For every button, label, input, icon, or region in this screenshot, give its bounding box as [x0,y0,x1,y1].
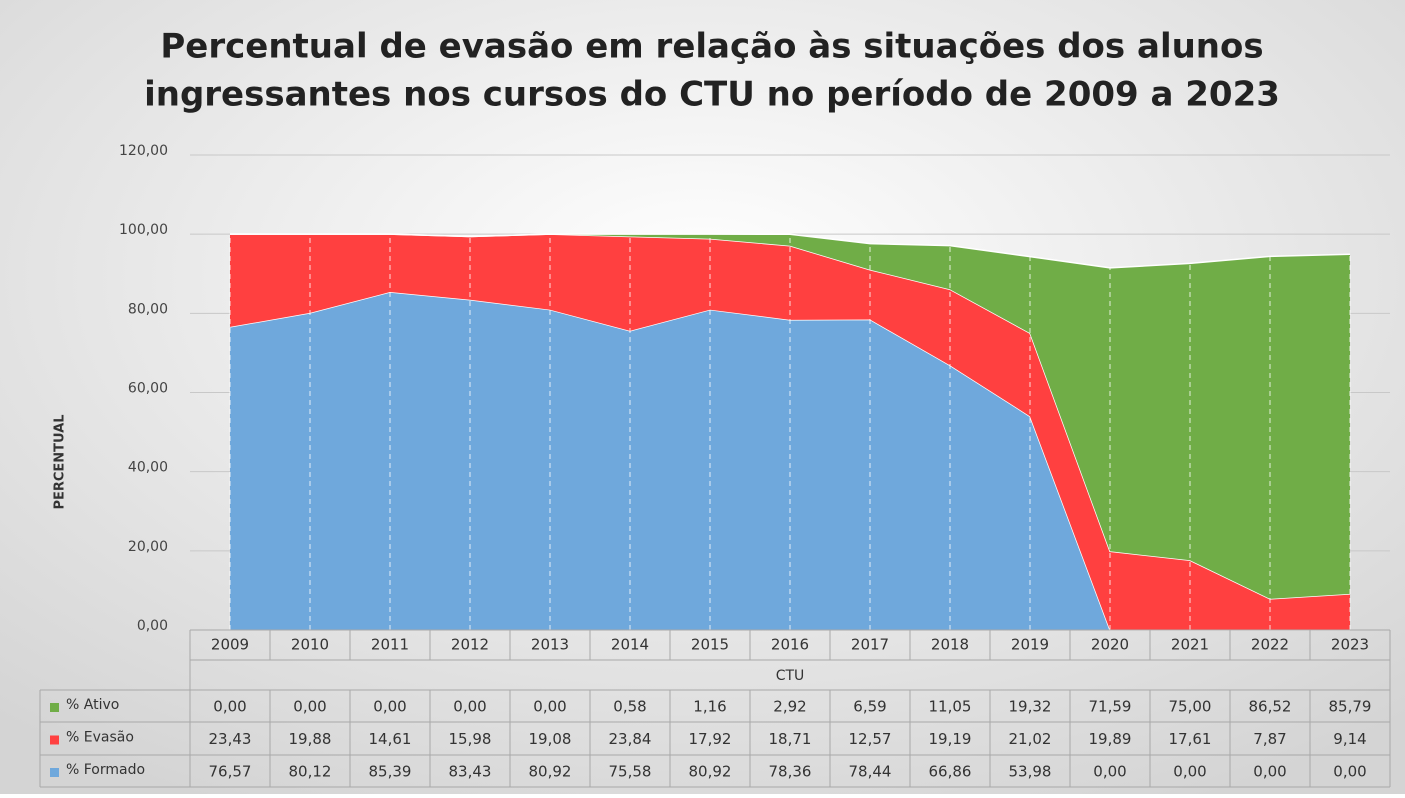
table-value: 0,00 [453,698,486,716]
table-value: 78,36 [769,763,812,781]
x-tick-label: 2013 [531,636,569,654]
x-axis-label: CTU [776,668,805,684]
table-value: 18,71 [769,730,812,748]
chart-title: ingressantes nos cursos do CTU no períod… [144,75,1280,115]
legend-label: % Evasão [66,730,134,746]
x-tick-label: 2020 [1091,636,1129,654]
table-value: 6,59 [853,698,886,716]
table-value: 85,39 [369,763,412,781]
x-tick-label: 2010 [291,636,329,654]
legend-swatch [50,703,59,712]
legend-swatch [50,768,59,777]
table-value: 0,00 [1173,763,1206,781]
y-axis-label: PERCENTUAL [53,414,68,509]
x-tick-label: 2012 [451,636,489,654]
table-value: 19,89 [1089,730,1132,748]
table-value: 0,00 [213,698,246,716]
table-value: 17,92 [689,730,732,748]
table-value: 66,86 [929,763,972,781]
y-tick-label: 80,00 [128,301,168,317]
x-tick-label: 2019 [1011,636,1049,654]
table-value: 53,98 [1009,763,1052,781]
table-value: 0,00 [373,698,406,716]
x-tick-label: 2021 [1171,636,1209,654]
table-value: 86,52 [1249,698,1292,716]
table-value: 17,61 [1169,730,1212,748]
table-value: 85,79 [1329,698,1372,716]
x-tick-label: 2015 [691,636,729,654]
table-value: 71,59 [1089,698,1132,716]
area-edge [230,233,1351,269]
table-value: 14,61 [369,730,412,748]
table-value: 19,19 [929,730,972,748]
table-value: 0,00 [1093,763,1126,781]
legend-label: % Ativo [66,697,119,713]
x-tick-label: 2014 [611,636,649,654]
table-value: 23,43 [209,730,252,748]
chart-title: Percentual de evasão em relação às situa… [160,27,1263,67]
table-value: 0,58 [613,698,646,716]
x-tick-label: 2018 [931,636,969,654]
table-value: 15,98 [449,730,492,748]
table-value: 80,92 [529,763,572,781]
y-tick-label: 0,00 [137,618,168,634]
legend-label: % Formado [66,762,145,778]
table-value: 21,02 [1009,730,1052,748]
table-value: 19,32 [1009,698,1052,716]
y-tick-label: 40,00 [128,460,168,476]
y-tick-label: 20,00 [128,539,168,555]
table-value: 83,43 [449,763,492,781]
table-value: 0,00 [533,698,566,716]
table-value: 23,84 [609,730,652,748]
area [230,291,1350,630]
table-value: 11,05 [929,698,972,716]
table-value: 7,87 [1253,730,1286,748]
table-value: 12,57 [849,730,892,748]
x-tick-label: 2009 [211,636,249,654]
table-value: 80,92 [689,763,732,781]
x-tick-label: 2023 [1331,636,1369,654]
table-value: 19,88 [289,730,332,748]
table-value: 9,14 [1333,730,1366,748]
table-value: 1,16 [693,698,726,716]
table-value: 80,12 [289,763,332,781]
table-value: 78,44 [849,763,892,781]
legend-swatch [50,735,59,745]
table-value: 0,00 [1333,763,1366,781]
table-value: 75,58 [609,763,652,781]
table-value: 2,92 [773,698,806,716]
table-value: 0,00 [293,698,326,716]
x-tick-label: 2016 [771,636,809,654]
table-value: 0,00 [1253,763,1286,781]
y-tick-label: 100,00 [119,222,168,238]
table-value: 76,57 [209,763,252,781]
y-tick-label: 120,00 [119,143,168,159]
x-tick-label: 2022 [1251,636,1289,654]
y-tick-label: 60,00 [128,381,168,397]
x-tick-label: 2017 [851,636,889,654]
table-value: 75,00 [1169,698,1212,716]
x-tick-label: 2011 [371,636,409,654]
area [230,234,1350,599]
table-value: 19,08 [529,730,572,748]
